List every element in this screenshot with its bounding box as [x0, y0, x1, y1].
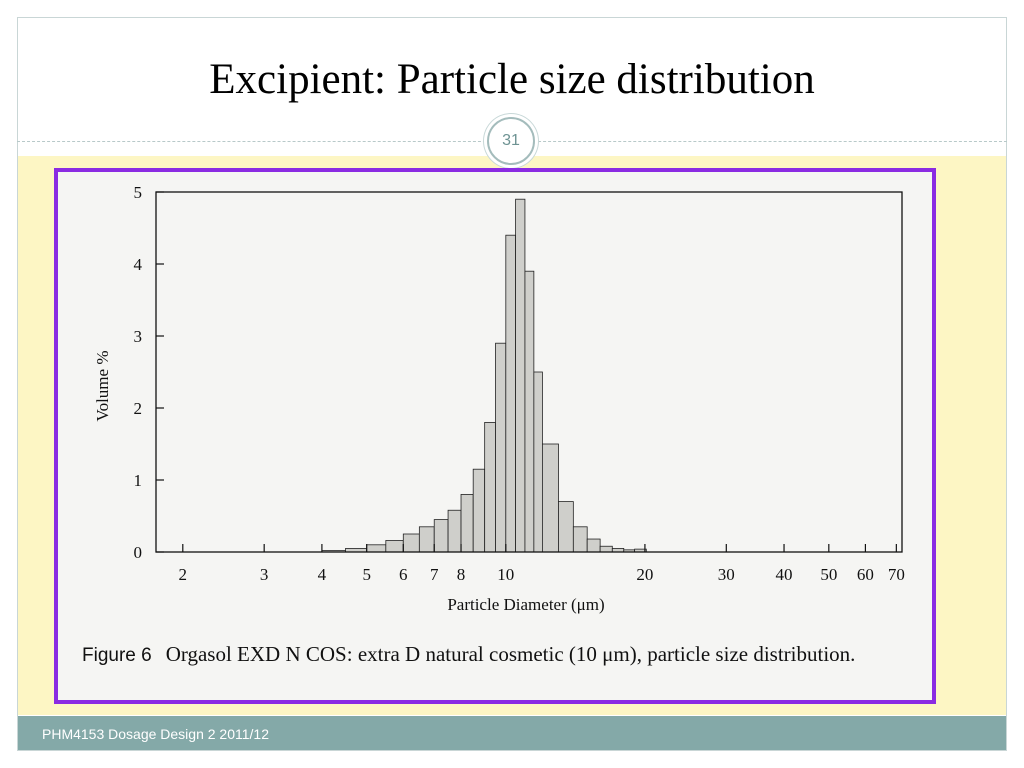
x-tick-label: 20	[636, 565, 653, 584]
x-axis-label: Particle Diameter (μm)	[447, 595, 604, 614]
histogram-bar	[495, 342, 507, 553]
figure-caption-text: Orgasol EXD N COS: extra D natural cosme…	[165, 642, 856, 666]
histogram-bar	[366, 544, 387, 553]
slide-number-badge: 31	[487, 117, 535, 165]
particle-size-chart: 0 1 2 3 4 5 2 3 4 5 6 7 8 10 20 30 40 50 60 70 Particle Dia…	[93, 183, 905, 614]
y-tick-label: 1	[134, 471, 143, 490]
x-tick-label: 50	[820, 565, 837, 584]
histogram-bar	[418, 526, 435, 553]
histogram-bar	[505, 234, 517, 553]
figure-panel: 0 1 2 3 4 5 2 3 4 5 6 7 8 10 20 30 40 50 60 70 Particle Dia…	[54, 168, 936, 704]
x-tick-label: 4	[318, 565, 327, 584]
y-tick-label: 3	[134, 327, 143, 346]
x-tick-label: 6	[399, 565, 408, 584]
x-tick-label: 3	[260, 565, 269, 584]
histogram-bar	[402, 533, 420, 553]
histogram-bar	[524, 270, 535, 553]
x-tick-label: 5	[362, 565, 371, 584]
histogram-bar	[586, 538, 601, 553]
histogram-bar	[385, 540, 404, 553]
x-tick-label: 30	[718, 565, 735, 584]
histogram-bar	[484, 421, 496, 553]
slide-title: Excipient: Particle size distribution	[209, 56, 815, 103]
figure-caption-label: Figure 6	[82, 645, 152, 666]
chart-bars	[321, 198, 647, 553]
histogram-bar	[533, 371, 543, 553]
histogram-bar	[447, 509, 462, 553]
histogram-bar	[472, 468, 486, 553]
y-tick-label: 4	[134, 255, 143, 274]
histogram-bar	[599, 545, 613, 553]
y-tick-label: 2	[134, 399, 143, 418]
histogram-bar	[433, 519, 449, 553]
y-axis-label: Volume %	[93, 351, 112, 422]
x-tick-label: 10	[497, 565, 514, 584]
histogram-bar	[515, 198, 526, 553]
x-tick-label: 8	[457, 565, 466, 584]
y-tick-label: 0	[134, 543, 143, 562]
x-tick-label: 2	[179, 565, 188, 584]
plot-frame	[155, 191, 903, 553]
x-tick-label: 7	[430, 565, 439, 584]
figure-caption: Figure 6 Orgasol EXD N COS: extra D natur…	[82, 642, 922, 668]
x-tick-label: 70	[888, 565, 905, 584]
histogram-bar	[460, 493, 474, 553]
histogram-bar	[541, 443, 559, 553]
chart-axes: 0 1 2 3 4 5 2 3 4 5 6 7 8 10 20 30 40 50 60 70	[134, 183, 905, 584]
footer-bar	[18, 716, 1006, 750]
x-tick-label: 40	[776, 565, 793, 584]
x-tick-label: 60	[857, 565, 874, 584]
histogram-bar	[572, 526, 588, 553]
footer-text: PHM4153 Dosage Design 2 2011/12	[42, 726, 270, 742]
histogram-bar	[558, 501, 574, 553]
y-tick-label: 5	[134, 183, 143, 202]
